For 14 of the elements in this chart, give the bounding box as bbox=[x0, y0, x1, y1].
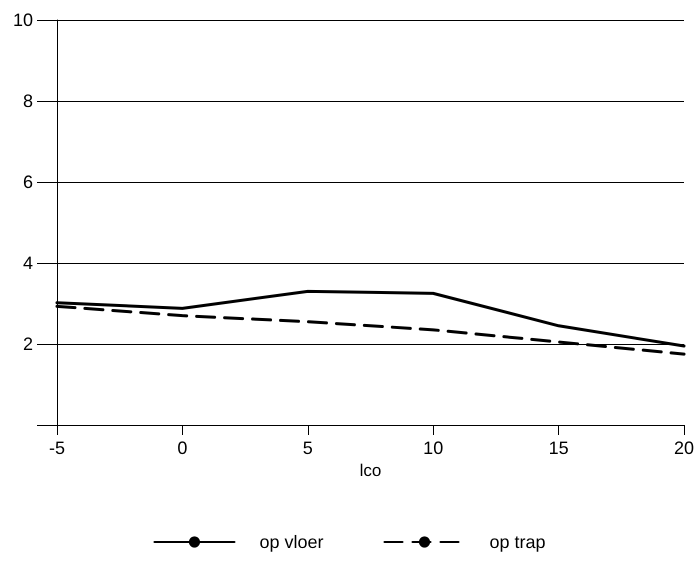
y-tick-label: 4 bbox=[22, 253, 33, 273]
legend-label: op vloer bbox=[259, 532, 324, 552]
x-tick-label: 5 bbox=[302, 438, 313, 458]
y-tick-label: 10 bbox=[12, 10, 33, 30]
y-tick-label: 8 bbox=[22, 91, 33, 111]
legend-label: op trap bbox=[490, 532, 546, 552]
y-tick-label: 6 bbox=[22, 172, 33, 192]
y-tick-label: 2 bbox=[22, 334, 33, 354]
x-tick-label: 10 bbox=[423, 438, 444, 458]
x-tick-label: 15 bbox=[548, 438, 569, 458]
x-axis-title: lco bbox=[360, 460, 382, 480]
x-tick-label: 20 bbox=[674, 438, 694, 458]
x-tick-label: 0 bbox=[177, 438, 188, 458]
x-tick-label: -5 bbox=[48, 438, 66, 458]
